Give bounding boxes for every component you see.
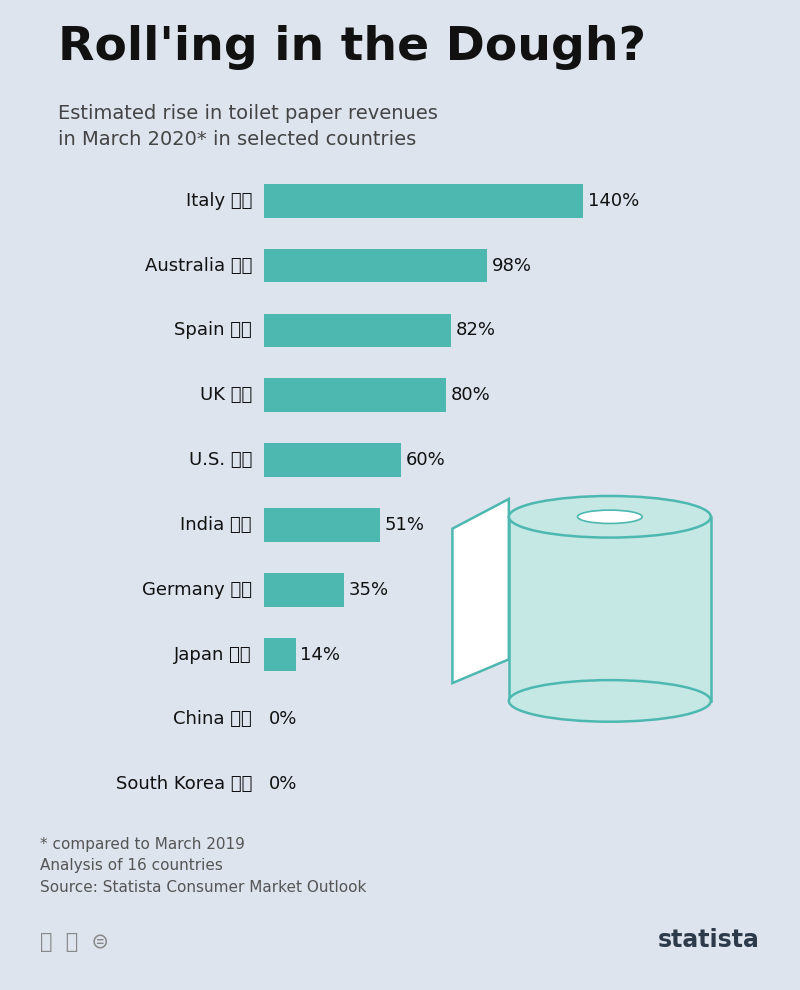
Bar: [264, 573, 344, 607]
Bar: [264, 184, 583, 218]
Ellipse shape: [509, 680, 711, 722]
Text: 0%: 0%: [269, 775, 297, 793]
Text: 35%: 35%: [348, 581, 389, 599]
Text: 14%: 14%: [301, 645, 341, 663]
Text: Spain 🇪🇸: Spain 🇪🇸: [174, 322, 252, 340]
Text: 80%: 80%: [451, 386, 490, 404]
Text: South Korea 🇰🇷: South Korea 🇰🇷: [116, 775, 252, 793]
Text: Roll'ing in the Dough?: Roll'ing in the Dough?: [58, 25, 646, 69]
Bar: [264, 508, 380, 542]
Text: U.S. 🇺🇸: U.S. 🇺🇸: [189, 451, 252, 469]
Text: Australia 🇦🇺: Australia 🇦🇺: [145, 256, 252, 274]
Bar: [264, 444, 401, 477]
Text: 0%: 0%: [269, 711, 297, 729]
Text: Japan 🇯🇵: Japan 🇯🇵: [174, 645, 252, 663]
Ellipse shape: [509, 496, 711, 538]
FancyBboxPatch shape: [509, 517, 711, 701]
Text: 60%: 60%: [406, 451, 445, 469]
Text: 51%: 51%: [385, 516, 425, 534]
Text: UK 🇬🇧: UK 🇬🇧: [200, 386, 252, 404]
Ellipse shape: [578, 510, 642, 524]
Text: * compared to March 2019
Analysis of 16 countries
Source: Statista Consumer Mark: * compared to March 2019 Analysis of 16 …: [40, 837, 366, 895]
Bar: [264, 248, 487, 282]
Polygon shape: [453, 499, 509, 683]
Text: Italy 🇮🇹: Italy 🇮🇹: [186, 192, 252, 210]
Bar: [264, 314, 451, 347]
Bar: [264, 638, 296, 671]
Text: statista: statista: [658, 929, 760, 952]
Text: India 🇮🇳: India 🇮🇳: [181, 516, 252, 534]
Text: Ⓒ  ⓘ  ⊜: Ⓒ ⓘ ⊜: [40, 933, 109, 952]
Text: Germany 🇩🇪: Germany 🇩🇪: [142, 581, 252, 599]
Text: Estimated rise in toilet paper revenues
in March 2020* in selected countries: Estimated rise in toilet paper revenues …: [58, 104, 438, 148]
Text: China 🇨🇳: China 🇨🇳: [174, 711, 252, 729]
Text: 82%: 82%: [455, 322, 495, 340]
Text: 140%: 140%: [587, 192, 638, 210]
Bar: [264, 378, 446, 412]
Text: 98%: 98%: [492, 256, 532, 274]
